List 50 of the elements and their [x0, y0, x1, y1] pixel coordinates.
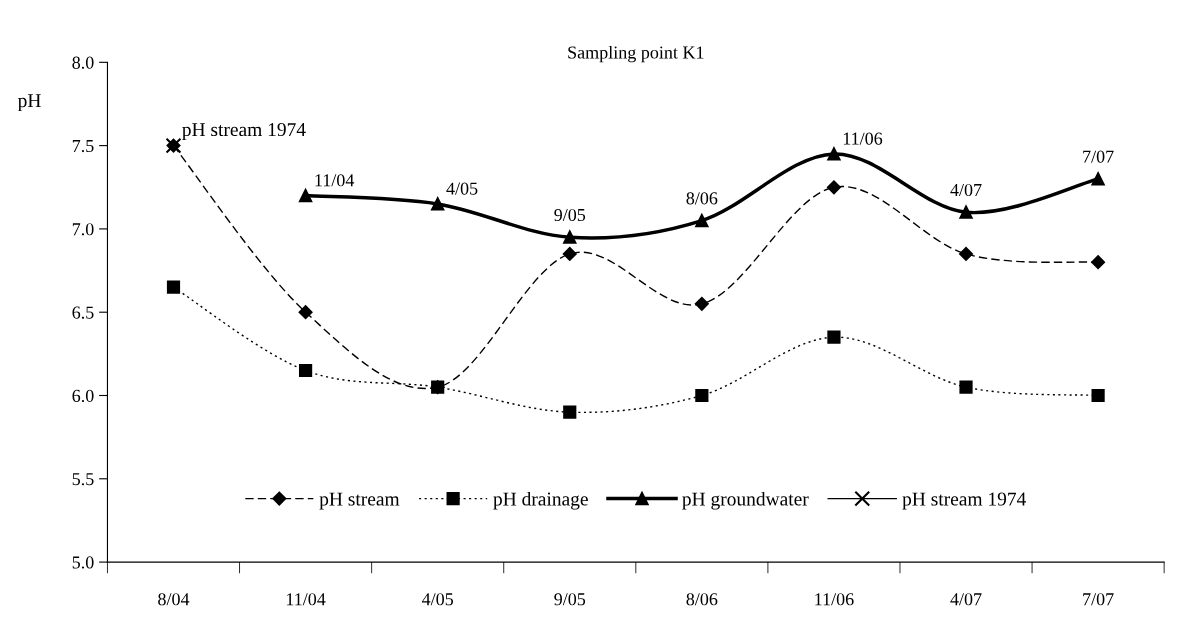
legend-label: pH stream 1974	[902, 492, 1026, 510]
point	[1091, 172, 1105, 186]
x-tick-label: 4/05	[421, 593, 454, 606]
point	[959, 246, 973, 261]
point	[563, 230, 577, 244]
point	[298, 188, 313, 203]
chart-title: Sampling point K1	[568, 45, 704, 63]
y-tick-label: 7.5	[72, 140, 94, 153]
y-tick-label: 7.0	[72, 223, 94, 236]
y-tick-label: 8.0	[72, 56, 94, 69]
y-tick-label: 6.5	[72, 306, 94, 319]
y-tick-label: 5.0	[72, 556, 94, 569]
point	[694, 296, 709, 311]
annotation: 11/04	[315, 174, 355, 187]
x-tick-label: 8/04	[158, 593, 190, 606]
point	[298, 363, 313, 378]
annotation: pH stream 1974	[182, 123, 306, 141]
annotation: 8/06	[686, 192, 718, 205]
point	[431, 197, 445, 211]
x-tick-label: 7/07	[1083, 593, 1114, 606]
legend-label: pH groundwater	[682, 491, 809, 510]
annotation: 11/06	[843, 132, 883, 145]
annotation: 7/07	[1083, 150, 1114, 163]
point	[1091, 388, 1105, 403]
legend-label: pH drainage	[493, 491, 588, 510]
y-tick-label: 6.0	[72, 389, 94, 403]
point	[562, 246, 577, 261]
x-tick-label: 11/04	[286, 593, 326, 606]
annotation: 9/05	[554, 208, 586, 222]
point	[827, 330, 841, 344]
point	[563, 405, 577, 419]
point	[166, 280, 181, 294]
x-tick-label: 11/06	[815, 593, 854, 606]
point	[298, 305, 313, 320]
point	[695, 213, 709, 228]
point	[695, 388, 709, 403]
point	[827, 180, 841, 195]
point	[959, 380, 973, 394]
x-tick-label: 9/05	[554, 593, 586, 606]
y-tick-label: 5.5	[72, 473, 94, 486]
y-axis-title: pH	[17, 94, 41, 112]
point	[827, 147, 841, 161]
x-tick-label: 8/06	[686, 593, 718, 606]
annotation: 4/05	[446, 182, 478, 195]
point	[1091, 255, 1106, 270]
annotation: 4/07	[950, 183, 982, 197]
point	[959, 205, 973, 219]
legend-label: pH stream	[319, 492, 400, 510]
x-tick-label: 4/07	[950, 593, 982, 606]
point	[431, 380, 445, 394]
